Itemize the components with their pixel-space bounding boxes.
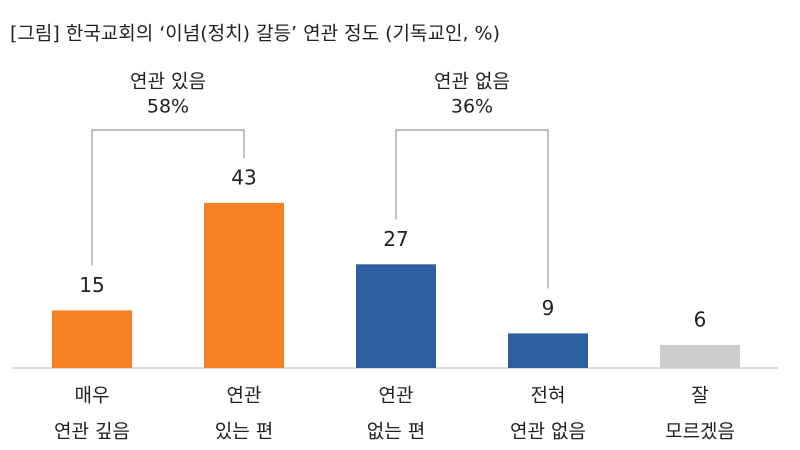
x-tick-label: 매우 bbox=[75, 385, 110, 407]
x-tick-label: 없는 편 bbox=[367, 421, 425, 443]
group-label: 연관 있음 bbox=[130, 71, 206, 93]
x-tick-label: 연관 bbox=[379, 385, 414, 407]
value-label: 9 bbox=[542, 296, 555, 320]
value-label: 27 bbox=[383, 227, 408, 251]
x-tick-label: 잘 bbox=[691, 385, 708, 407]
chart-title: [그림] 한국교회의 ‘이념(정치) 갈등’ 연관 정도 (기독교인, %) bbox=[10, 23, 500, 45]
value-label: 6 bbox=[694, 307, 707, 331]
group-label: 연관 없음 bbox=[434, 71, 510, 93]
x-tick-label: 연관 없음 bbox=[510, 421, 586, 443]
bar bbox=[356, 264, 436, 368]
bar bbox=[660, 344, 740, 368]
group-label: 58% bbox=[147, 96, 189, 118]
value-label: 15 bbox=[79, 273, 104, 297]
bar bbox=[508, 333, 588, 368]
group-bracket bbox=[91, 129, 245, 266]
x-tick-label: 연관 깊음 bbox=[54, 421, 130, 443]
group-label: 36% bbox=[451, 96, 493, 118]
x-tick-label: 모르겠음 bbox=[665, 421, 735, 443]
value-label: 43 bbox=[231, 165, 256, 189]
x-tick-label: 연관 bbox=[227, 385, 262, 407]
x-tick-label: 전혀 bbox=[531, 385, 566, 407]
bar bbox=[52, 310, 132, 368]
group-bracket bbox=[395, 129, 549, 289]
x-tick-label: 있는 편 bbox=[215, 421, 273, 443]
bar bbox=[204, 202, 284, 368]
